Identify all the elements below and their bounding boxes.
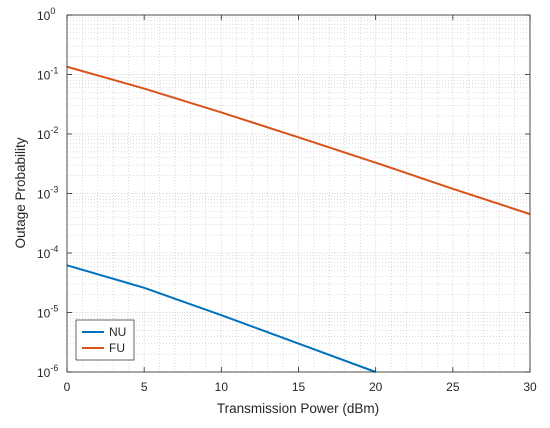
series-line-fu <box>66 65 531 216</box>
x-tick-label: 20 <box>369 380 383 394</box>
x-tick-label: 10 <box>215 380 229 394</box>
y-tick-label: 10-3 <box>37 185 58 202</box>
legend: NU FU <box>75 319 135 361</box>
x-tick-labels: 0 5 10 15 20 25 30 <box>64 380 537 394</box>
x-tick-label: 30 <box>523 380 537 394</box>
series-line-nu <box>66 264 377 373</box>
y-tick-label: 10-4 <box>37 244 58 261</box>
y-tick-label: 10-1 <box>37 66 58 83</box>
y-tick-label: 10-6 <box>37 363 58 380</box>
legend-label-fu: FU <box>109 341 125 355</box>
x-axis-label: Transmission Power (dBm) <box>217 401 379 416</box>
y-tick-label: 10-2 <box>37 125 58 142</box>
x-tick-label: 25 <box>446 380 460 394</box>
axis-ticks <box>66 14 531 373</box>
legend-box <box>75 319 135 361</box>
y-tick-labels: 10-6 10-5 10-4 10-3 10-2 10-1 100 <box>37 6 58 380</box>
y-tick-label: 100 <box>37 6 55 23</box>
x-tick-label: 5 <box>141 380 148 394</box>
x-tick-label: 0 <box>64 380 71 394</box>
x-tick-label: 15 <box>292 380 306 394</box>
legend-label-nu: NU <box>109 325 126 339</box>
series-layer <box>66 65 531 373</box>
y-axis-label: Outage Probability <box>13 137 28 248</box>
y-tick-label: 10-5 <box>37 304 58 321</box>
major-grid <box>66 14 531 373</box>
